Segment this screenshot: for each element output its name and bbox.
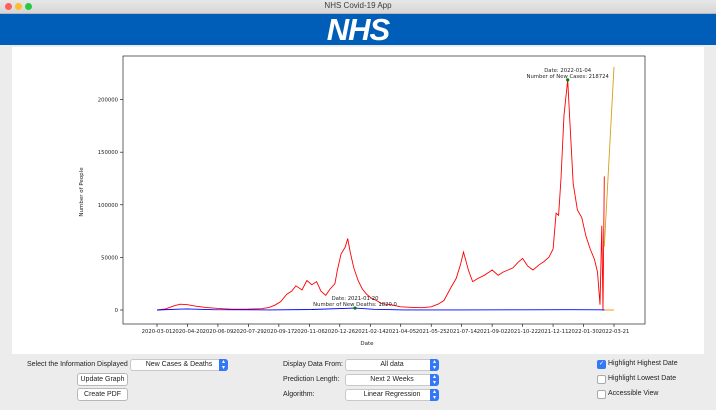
chart-figure: 0 50000 100000 150000 200000 2020-03-01 2020-… <box>12 47 704 354</box>
info-select-label: Select the Information Displayed <box>27 361 128 368</box>
algorithm-label: Algorithm: <box>283 391 315 398</box>
x-tick-label: 2021-04-05 <box>385 329 416 335</box>
x-tick-label: 2022-03-21 <box>599 329 630 335</box>
series-line-1 <box>156 307 605 311</box>
display-from-value: All data <box>380 361 404 368</box>
create-pdf-button[interactable]: Create PDF <box>77 388 128 401</box>
y-tick-label: 200000 <box>98 98 119 104</box>
info-select[interactable]: New Cases & Deaths ▴ ▾ <box>130 359 228 371</box>
x-tick-label: 2020-12-26 <box>324 329 355 335</box>
x-axis-label: Date <box>360 341 374 347</box>
highlight-marker <box>353 306 357 310</box>
accessible-view-checkbox[interactable] <box>597 390 606 399</box>
x-tick-label: 2020-09-17 <box>263 329 294 335</box>
x-tick-label: 2020-06-09 <box>203 329 234 335</box>
prediction-length-label: Prediction Length: <box>283 376 340 383</box>
x-tick-label: 2021-02-14 <box>355 329 386 335</box>
update-graph-button[interactable]: Update Graph <box>77 373 128 386</box>
chevron-updown-icon: ▴ ▾ <box>430 374 439 386</box>
window-title: NHS Covid-19 App <box>324 1 392 10</box>
chevron-updown-icon: ▴ ▾ <box>430 389 439 401</box>
x-tick-label: 2022-01-30 <box>568 329 599 335</box>
chevron-updown-icon: ▴ ▾ <box>430 359 439 371</box>
highlight-highest-label: Highlight Highest Date <box>608 360 678 367</box>
x-tick-label: 2021-10-22 <box>507 329 538 335</box>
display-from-select[interactable]: All data ▴ ▾ <box>345 359 439 371</box>
y-tick-label: 100000 <box>98 203 119 209</box>
x-tick-label: 2020-11-06 <box>294 329 325 335</box>
display-from-label: Display Data From: <box>283 361 343 368</box>
x-tick-label: 2020-03-01 <box>142 329 173 335</box>
annotation-value: Number of New Deaths: 1820.0 <box>313 302 397 308</box>
x-tick-label: 2021-12-11 <box>538 329 569 335</box>
title-bar: NHS Covid-19 App <box>0 0 716 14</box>
x-tick-label: 2021-05-25 <box>416 329 447 335</box>
controls-panel: Select the Information Displayed New Cas… <box>0 355 716 410</box>
chevron-updown-icon: ▴ ▾ <box>219 359 228 371</box>
prediction-length-select[interactable]: Next 2 Weeks ▴ ▾ <box>345 374 439 386</box>
highlight-lowest-label: Highlight Lowest Date <box>608 375 677 382</box>
plot-frame <box>122 55 646 325</box>
x-tick-label: 2021-07-14 <box>446 329 477 335</box>
y-tick-label: 50000 <box>101 255 118 261</box>
annotation-date: Date: 2021-01-20 <box>332 296 380 302</box>
series-line-0 <box>156 79 605 311</box>
minimize-window-icon[interactable] <box>15 3 22 10</box>
prediction-length-value: Next 2 Weeks <box>370 376 414 383</box>
y-tick-label: 150000 <box>98 150 119 156</box>
nhs-banner: NHS <box>0 12 716 47</box>
y-axis-label: Number of People <box>79 167 85 217</box>
x-tick-label: 2021-09-02 <box>477 329 508 335</box>
y-tick-label: 0 <box>115 308 119 314</box>
x-tick-label: 2020-04-20 <box>172 329 203 335</box>
x-tick-label: 2020-07-29 <box>233 329 264 335</box>
annotation-date: Date: 2022-01-04 <box>544 68 592 74</box>
annotation-value: Number of New Cases: 218724 <box>526 74 609 80</box>
info-select-value: New Cases & Deaths <box>145 361 213 368</box>
zoom-window-icon[interactable] <box>25 3 32 10</box>
close-window-icon[interactable] <box>5 3 12 10</box>
algorithm-select[interactable]: Linear Regression ▴ ▾ <box>345 389 439 401</box>
algorithm-value: Linear Regression <box>363 391 421 398</box>
accessible-view-label: Accessible View <box>608 390 659 397</box>
highlight-highest-checkbox[interactable]: ✓ <box>597 360 606 369</box>
highlight-lowest-checkbox[interactable] <box>597 375 606 384</box>
nhs-logo: NHS <box>326 12 390 47</box>
series-line-2 <box>603 66 615 247</box>
highlight-marker <box>566 78 570 82</box>
